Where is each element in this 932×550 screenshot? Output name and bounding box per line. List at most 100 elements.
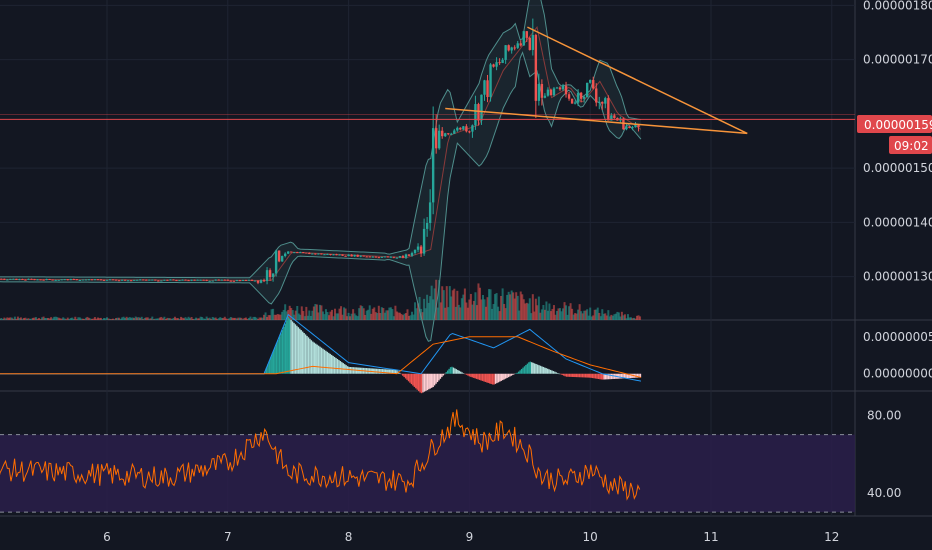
volume-bar <box>261 317 264 320</box>
candle-body <box>380 256 384 258</box>
volume-bar <box>291 310 294 320</box>
candle-body <box>247 279 251 281</box>
macd-histogram-bar <box>536 364 539 374</box>
candle <box>172 279 175 281</box>
candle-body <box>256 280 260 283</box>
volume-bar <box>136 317 139 320</box>
candle-body <box>214 279 217 281</box>
candle-body <box>422 228 426 254</box>
candle-body <box>217 279 220 281</box>
volume-bar <box>326 312 329 320</box>
macd-histogram-bar <box>619 373 621 379</box>
candle <box>30 278 33 280</box>
volume-bar <box>344 308 347 320</box>
volume-bar <box>93 317 96 320</box>
volume-bar <box>0 317 3 320</box>
macd-histogram-bar <box>462 373 465 374</box>
macd-histogram-bar <box>520 368 523 374</box>
candle-body <box>142 279 145 281</box>
candle <box>323 254 326 256</box>
volume-bar <box>574 313 577 320</box>
candle <box>259 279 263 284</box>
volume-bar <box>537 296 540 320</box>
volume-bar <box>376 313 379 320</box>
candle <box>253 280 257 282</box>
volume-bar <box>15 318 18 320</box>
candle-body <box>347 254 350 257</box>
volume-bar <box>435 279 438 320</box>
macd-histogram-bar <box>304 334 307 374</box>
candle-body <box>229 280 233 282</box>
macd-histogram-bar <box>323 349 326 374</box>
macd-histogram-bar <box>349 367 352 374</box>
candle-body <box>510 47 513 51</box>
candle <box>558 86 562 91</box>
macd-histogram-bar <box>583 373 585 378</box>
macd-histogram-bar <box>584 373 587 378</box>
candle <box>271 273 275 282</box>
volume-bar <box>370 313 373 320</box>
volume-bar <box>115 318 118 320</box>
candle <box>413 249 417 255</box>
candle-body <box>271 273 275 278</box>
candle <box>401 255 405 259</box>
macd-histogram-bar <box>380 368 382 374</box>
rsi-pane[interactable] <box>0 409 855 513</box>
y-tick-label: 0.00000130 <box>863 270 932 284</box>
candle-body <box>368 256 371 258</box>
candle <box>151 279 154 281</box>
volume-bar <box>38 317 41 320</box>
macd-histogram-bar <box>586 373 588 378</box>
candle-body <box>93 279 97 281</box>
macd-histogram-bar <box>603 373 605 380</box>
volume-bar <box>560 311 563 320</box>
candle-body <box>145 279 148 281</box>
volume-bar <box>19 317 22 320</box>
candle-body <box>350 254 353 257</box>
volume-bar <box>581 313 584 320</box>
volume-bar <box>543 309 546 320</box>
macd-histogram-bar <box>497 373 500 383</box>
volume-bar <box>616 311 619 320</box>
candle-body <box>84 279 88 281</box>
candle <box>380 256 384 258</box>
volume-bar <box>460 298 463 320</box>
candle <box>465 124 468 133</box>
volume-bar <box>249 316 252 320</box>
candle <box>136 279 139 281</box>
volume-bar <box>596 307 599 320</box>
candle <box>625 124 628 131</box>
price-axis[interactable]: 0.00000180 0.00000170 0.00000150 0.00000140… <box>863 0 932 500</box>
volume-bar <box>521 294 524 320</box>
macd-pane[interactable] <box>0 313 642 394</box>
candle <box>344 255 347 257</box>
volume-bar <box>106 317 108 320</box>
macd-histogram-bar <box>413 373 416 387</box>
candle-body <box>187 280 190 282</box>
candle-body <box>595 88 598 103</box>
volume-bar <box>173 316 176 320</box>
macd-histogram-bar <box>500 373 502 381</box>
volume-bar <box>146 317 149 320</box>
volume-bar <box>636 315 639 320</box>
volume-bar <box>436 307 439 320</box>
candle <box>178 280 181 282</box>
candle <box>531 18 535 56</box>
candle <box>214 279 217 281</box>
countdown-value: 09:02 <box>894 139 929 153</box>
macd-histogram-bar <box>542 366 545 374</box>
volume-bar <box>13 316 16 320</box>
macd-histogram-bar <box>317 345 320 374</box>
macd-histogram-bar <box>297 327 300 374</box>
volume-bar <box>608 316 611 320</box>
volume-bar <box>293 314 296 320</box>
candle <box>232 280 236 282</box>
volume-bar <box>427 302 430 320</box>
price-pane[interactable] <box>0 0 855 342</box>
time-axis[interactable]: 6 7 8 9 10 11 12 <box>103 530 839 544</box>
volume-bar <box>352 309 355 320</box>
candle <box>570 98 574 104</box>
volume-bar <box>583 310 586 320</box>
volume-bar <box>210 318 213 320</box>
